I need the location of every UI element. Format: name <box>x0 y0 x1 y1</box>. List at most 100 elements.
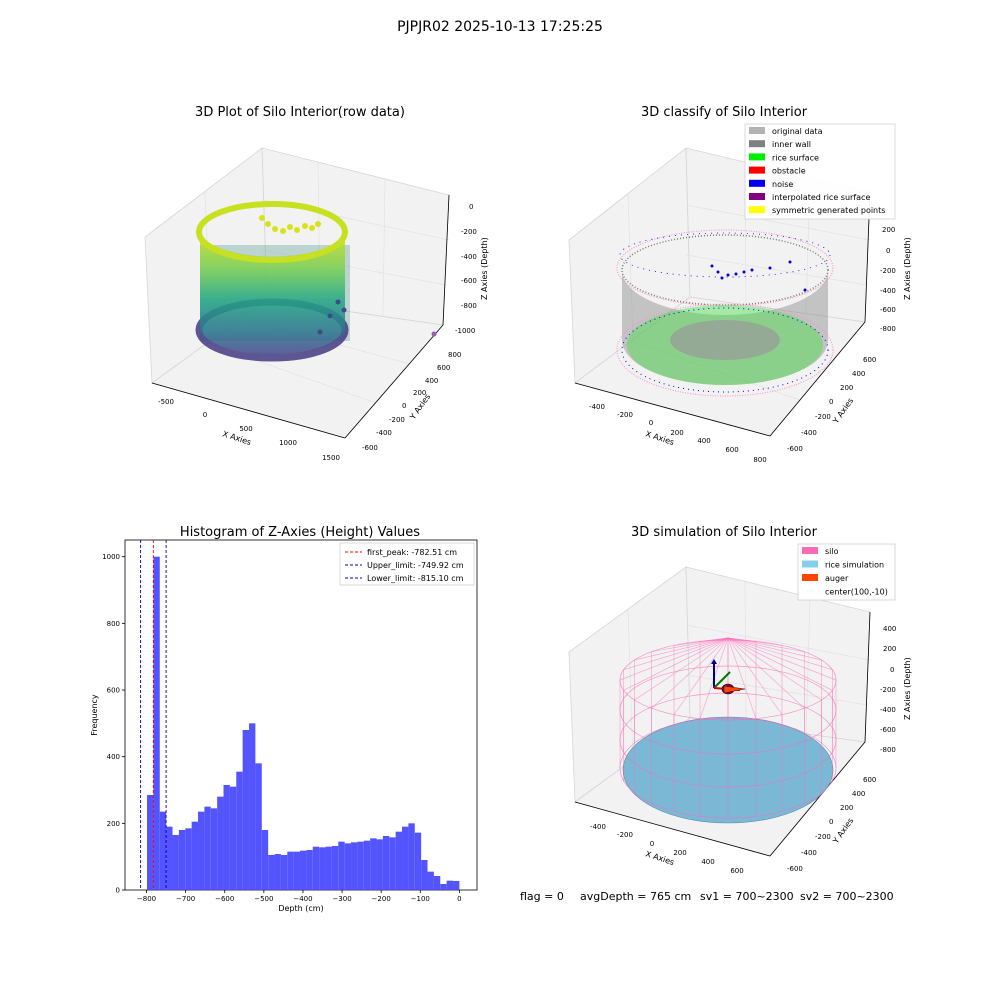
hist-bar <box>198 811 205 890</box>
svg-text:-600: -600 <box>362 444 378 452</box>
svg-text:1500: 1500 <box>322 454 340 462</box>
svg-text:200: 200 <box>413 389 426 397</box>
sim-z-ticks: 400 200 0 -200 -400 -600 -800 <box>880 625 896 754</box>
figure-suptitle: PJPJR02 2025-10-13 17:25:25 <box>397 19 603 35</box>
hist-bar <box>402 826 409 890</box>
hist-bar <box>172 835 179 890</box>
hist-bar <box>217 796 224 890</box>
hist-x-label: Depth (cm) <box>278 904 323 913</box>
hist-bar <box>312 846 320 890</box>
hist-bars <box>147 556 460 890</box>
svg-text:200: 200 <box>670 429 683 437</box>
svg-text:0: 0 <box>649 419 653 427</box>
sim-wire-line <box>651 637 729 709</box>
classify-legend-label: rice surface <box>772 153 819 162</box>
hist-y-label: Frequency <box>90 694 99 736</box>
svg-text:-200: -200 <box>815 833 831 841</box>
hist-bar <box>287 851 294 890</box>
hist-bar <box>268 855 275 890</box>
sim-title: 3D simulation of Silo Interior <box>631 525 818 540</box>
hist-bar <box>280 855 288 890</box>
svg-text:-400: -400 <box>461 253 477 261</box>
sim-wire-line <box>727 637 783 715</box>
hist-bar <box>223 785 230 890</box>
panel-histogram: Histogram of Z-Axies (Height) Values −80… <box>90 525 478 913</box>
hist-bar <box>166 826 173 890</box>
hist-y-tick-label: 400 <box>107 753 120 761</box>
raw-x-ticks: -500 0 500 1000 1500 <box>158 398 340 462</box>
classify-noise-ring <box>621 307 829 393</box>
classify-legend-label: original data <box>772 127 823 136</box>
raw-y-ticks: -600 -400 -200 0 200 400 600 800 <box>362 351 461 452</box>
svg-text:-200: -200 <box>461 228 477 236</box>
svg-text:-200: -200 <box>880 267 896 275</box>
classify-z-label: Z Axies (Depth) <box>903 237 912 300</box>
hist-bar <box>147 795 154 890</box>
hist-bar <box>274 854 281 890</box>
svg-text:-400: -400 <box>589 403 605 411</box>
hist-y-tick-label: 800 <box>107 620 120 628</box>
svg-text:0: 0 <box>890 666 894 674</box>
svg-text:-200: -200 <box>880 686 896 694</box>
panel-classify: 3D classify of Silo Interior <box>568 105 912 464</box>
classify-z-ticks: 200 0 -200 -400 -600 -800 <box>880 226 896 333</box>
classify-legend-swatch <box>749 166 765 174</box>
sim-wire-line <box>727 637 833 691</box>
classify-y-label: Y Axies <box>831 396 856 426</box>
hist-bar <box>261 830 269 890</box>
hist-bar <box>242 730 250 890</box>
raw-z-label: Z Axies (Depth) <box>480 237 489 300</box>
hist-bar <box>300 850 307 890</box>
classify-legend: original data inner wall rice surface obsta… <box>744 123 896 220</box>
svg-text:-800: -800 <box>880 746 896 754</box>
svg-text:200: 200 <box>840 384 853 392</box>
svg-text:-400: -400 <box>880 706 896 714</box>
hist-bar <box>363 840 371 890</box>
svg-text:0: 0 <box>402 402 406 410</box>
classify-legend-label: inner wall <box>772 140 811 149</box>
sim-y-ticks: -600 -400 -200 0 200 400 600 <box>787 776 876 873</box>
hist-legend-label: Lower_limit: -815.10 cm <box>367 574 464 583</box>
svg-text:600: 600 <box>437 364 450 372</box>
sim-wire-line <box>727 637 833 670</box>
sim-model <box>619 637 837 824</box>
svg-text:400: 400 <box>425 377 438 385</box>
classify-legend-swatch <box>749 193 765 200</box>
svg-text:-200: -200 <box>389 416 405 424</box>
svg-text:200: 200 <box>673 849 686 857</box>
hist-bar <box>255 763 262 890</box>
hist-bar <box>370 838 377 890</box>
hist-bar <box>446 880 454 890</box>
sim-x-ticks: -400 -200 0 200 400 600 <box>590 823 744 875</box>
footer-avg-depth: avgDepth = 765 cm <box>580 890 691 903</box>
footer-sv2: sv2 = 700~2300 <box>800 890 894 903</box>
svg-text:-400: -400 <box>376 429 392 437</box>
classify-legend-swatch <box>749 179 765 187</box>
sim-silo-wireframe <box>619 637 837 819</box>
hist-bar <box>249 723 256 890</box>
svg-text:0: 0 <box>203 411 207 419</box>
svg-text:-200: -200 <box>617 831 633 839</box>
classify-noise-top <box>619 232 831 278</box>
hist-y-tick-label: 0 <box>116 887 120 895</box>
sim-wire-line <box>623 637 729 691</box>
svg-text:-400: -400 <box>801 849 817 857</box>
svg-text:400: 400 <box>883 625 896 633</box>
svg-text:400: 400 <box>852 370 865 378</box>
hist-legend-label: first_peak: -782.51 cm <box>367 548 457 557</box>
classify-legend-swatch <box>749 127 765 134</box>
sim-wire-ring <box>619 717 837 819</box>
sim-wire-line <box>634 637 729 661</box>
hist-bar <box>414 832 422 890</box>
hist-bar <box>382 836 390 890</box>
svg-text:0: 0 <box>469 203 473 211</box>
hist-bar <box>433 876 441 890</box>
svg-text:600: 600 <box>730 867 743 875</box>
svg-text:200: 200 <box>882 226 895 234</box>
hist-bar <box>204 806 211 890</box>
svg-text:800: 800 <box>753 456 766 464</box>
hist-bar <box>389 837 396 890</box>
footer-sv1: sv1 = 700~2300 <box>700 890 794 903</box>
sim-legend-label: auger <box>825 574 849 583</box>
sim-wire-line <box>727 637 783 646</box>
